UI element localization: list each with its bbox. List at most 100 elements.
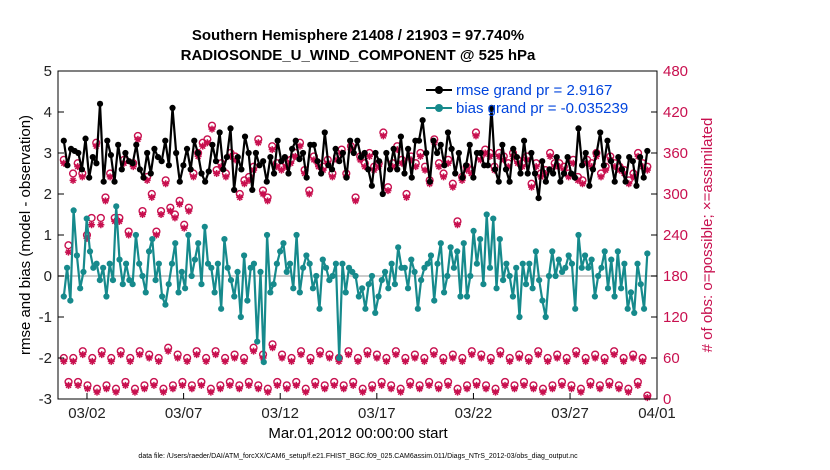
rmse-point bbox=[96, 100, 104, 107]
obs-assimilated-point bbox=[495, 152, 503, 160]
rmse-point bbox=[144, 149, 151, 157]
rmse-point bbox=[202, 178, 209, 185]
bias-point bbox=[555, 256, 562, 263]
obs-assimilated-point bbox=[112, 388, 120, 396]
rmse-point bbox=[350, 149, 357, 157]
obs-assimilated-point bbox=[178, 381, 186, 389]
rmse-point bbox=[604, 137, 611, 144]
obs-assimilated-point bbox=[525, 357, 533, 365]
bias-point bbox=[496, 236, 503, 243]
rmse-point bbox=[60, 137, 67, 144]
rmse-point bbox=[347, 137, 354, 144]
obs-assimilated-point bbox=[74, 163, 82, 171]
obs-assimilated-point bbox=[189, 173, 197, 181]
obs-assimilated-point bbox=[430, 351, 438, 359]
obs-assimilated-point bbox=[420, 357, 428, 365]
bias-point bbox=[381, 268, 389, 275]
rmse-point bbox=[223, 154, 230, 161]
bias-point bbox=[549, 248, 556, 255]
bias-point bbox=[168, 260, 176, 267]
bias-point bbox=[191, 256, 199, 263]
obs-assimilated-point bbox=[577, 388, 585, 396]
obs-assimilated-point bbox=[240, 180, 248, 188]
rmse-point bbox=[488, 104, 495, 111]
rmse-point bbox=[115, 141, 122, 148]
obs-assimilated-point bbox=[634, 381, 642, 389]
rmse-point bbox=[176, 178, 183, 185]
rmse-point bbox=[626, 154, 633, 161]
obs-assimilated-point bbox=[504, 163, 512, 171]
obs-assimilated-point bbox=[245, 381, 253, 389]
obs-assimilated-point bbox=[406, 381, 414, 389]
left-axis-ticks: -3 -2 -1 0 1 2 3 4 5 bbox=[39, 63, 64, 408]
obs-assimilated-point bbox=[150, 381, 158, 389]
bias-point bbox=[306, 260, 313, 267]
bias-point bbox=[470, 227, 477, 234]
rmse-point bbox=[209, 141, 216, 148]
obs-assimilated-point bbox=[601, 357, 609, 365]
rmse-point bbox=[441, 162, 448, 169]
rmse-point bbox=[550, 170, 557, 177]
obs-assimilated-point bbox=[273, 163, 281, 171]
obs-assimilated-point bbox=[297, 351, 305, 359]
obs-assimilated-point bbox=[643, 394, 651, 402]
rmse-point bbox=[357, 154, 365, 161]
bias-point bbox=[106, 260, 113, 267]
obs-assimilated-point bbox=[101, 197, 109, 205]
obs-assimilated-point bbox=[354, 357, 362, 365]
obs-assimilated-point bbox=[389, 163, 397, 171]
obs-assimilated-point bbox=[365, 152, 373, 160]
obs-assimilated-point bbox=[444, 159, 452, 167]
obs-assimilated-point bbox=[435, 385, 443, 393]
rmse-point bbox=[129, 160, 136, 167]
y-right-tick-label: 240 bbox=[663, 227, 688, 244]
rmse-point bbox=[165, 162, 173, 169]
obs-assimilated-point bbox=[78, 173, 86, 181]
bias-point bbox=[339, 260, 346, 267]
bias-point bbox=[63, 264, 71, 271]
rmse-point bbox=[383, 149, 390, 157]
bias-point bbox=[142, 289, 149, 296]
obs-assimilated-point bbox=[69, 357, 77, 365]
y-right-tick-label: 60 bbox=[663, 350, 680, 367]
obs-assimilated-point bbox=[148, 193, 156, 201]
bias-point bbox=[313, 272, 320, 280]
bias-point bbox=[644, 250, 651, 257]
bias-point bbox=[634, 260, 641, 267]
bias-point bbox=[234, 268, 241, 275]
rmse-point bbox=[492, 166, 499, 173]
bias-point bbox=[254, 338, 261, 345]
y-right-tick-label: 480 bbox=[663, 63, 688, 80]
bias-point bbox=[385, 285, 392, 292]
bias-point bbox=[424, 260, 431, 267]
obs-assimilated-point bbox=[134, 135, 142, 143]
obs-assimilated-point bbox=[264, 197, 272, 205]
bias-point bbox=[395, 244, 402, 251]
bias-point bbox=[457, 293, 464, 300]
bias-point bbox=[499, 277, 507, 284]
chart-subtitle: RADIOSONDE_U_WIND_COMPONENT @ 525 hPa bbox=[181, 47, 536, 64]
obs-assimilated-point bbox=[88, 221, 96, 229]
bias-point bbox=[404, 285, 412, 292]
obs-assimilated-point bbox=[553, 354, 561, 362]
bias-point bbox=[552, 272, 559, 280]
legend-rmse-label: rmse grand pr = 2.9167 bbox=[456, 82, 612, 99]
bias-point bbox=[300, 264, 307, 271]
obs-assimilated-point bbox=[520, 381, 528, 389]
bias-point bbox=[221, 236, 228, 243]
obs-assimilated-point bbox=[162, 180, 170, 188]
obs-assimilated-point bbox=[481, 149, 489, 157]
bias-point bbox=[231, 293, 238, 300]
obs-assimilated-point bbox=[166, 207, 174, 215]
bias-point bbox=[565, 252, 572, 259]
rmse-point bbox=[332, 145, 339, 152]
bias-point bbox=[480, 281, 487, 288]
rmse-point bbox=[365, 166, 372, 173]
obs-assimilated-point bbox=[330, 381, 338, 389]
bias-point bbox=[122, 260, 130, 267]
obs-assimilated-point bbox=[188, 385, 196, 393]
bias-point bbox=[418, 277, 425, 284]
bias-point bbox=[227, 277, 235, 284]
obs-assimilated-point bbox=[277, 166, 285, 174]
rmse-point bbox=[75, 149, 82, 157]
